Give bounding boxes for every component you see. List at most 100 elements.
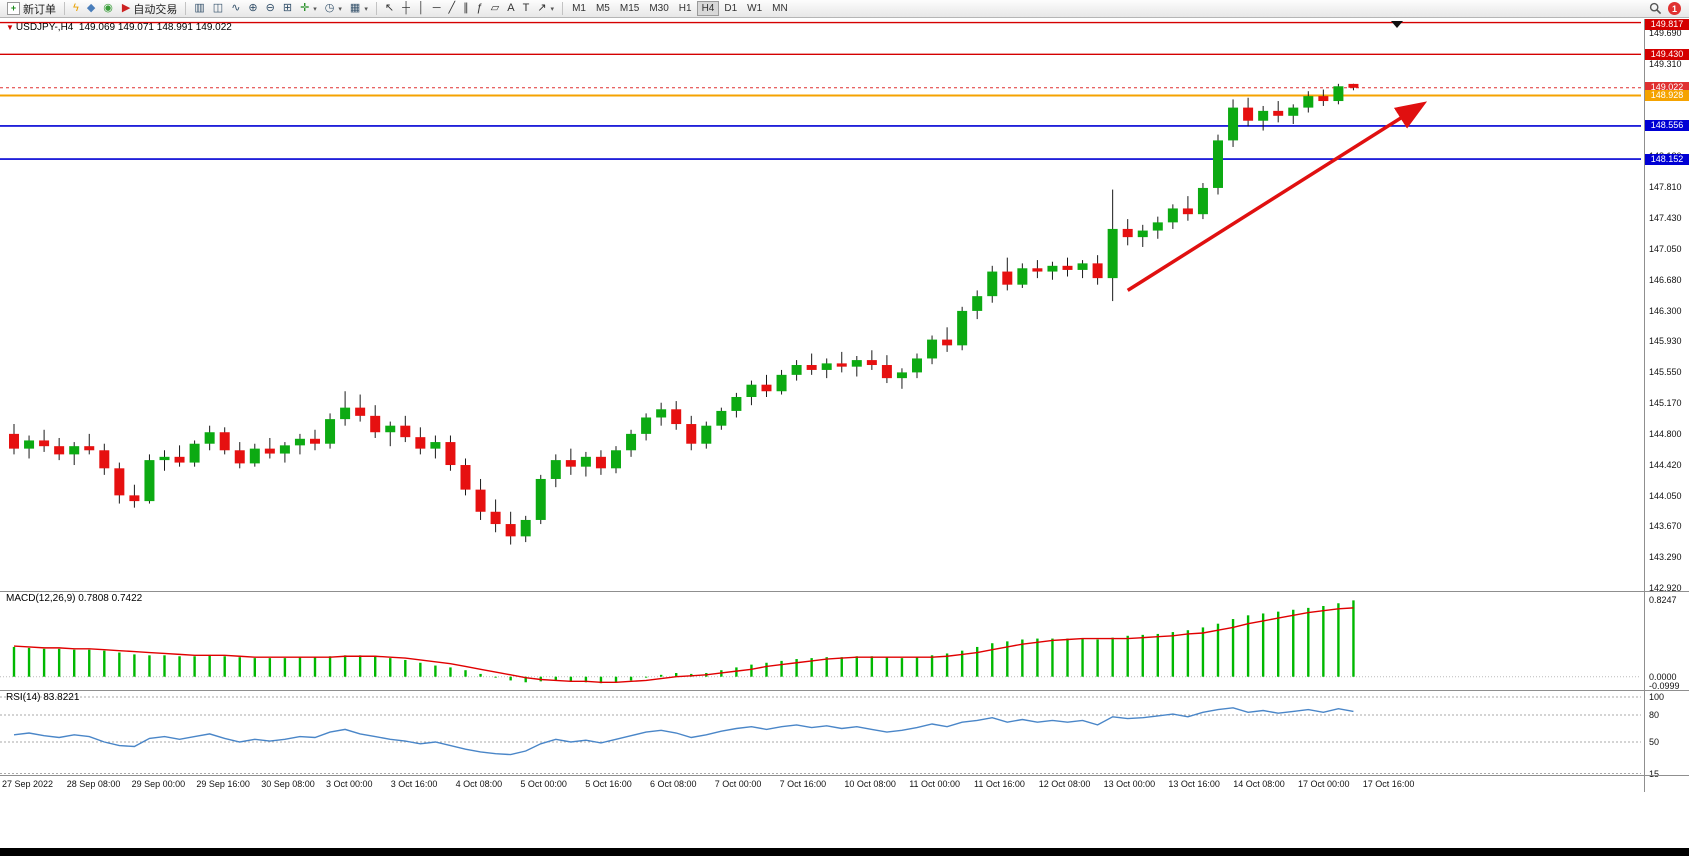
- mql5-community-button[interactable]: ϟ: [69, 1, 83, 17]
- candle: [1002, 257, 1013, 291]
- periods-icon: ◷: [324, 2, 335, 14]
- cursor-button[interactable]: ↖: [381, 1, 398, 17]
- bar-chart-button[interactable]: ▥: [190, 1, 208, 17]
- symbol-triangle-icon: ▼: [6, 23, 14, 32]
- price-axis-label: 145.930: [1649, 336, 1682, 347]
- candle: [385, 421, 396, 447]
- timeframe-w1-button[interactable]: W1: [742, 1, 767, 16]
- candle: [310, 429, 320, 451]
- price-axis-label: 144.420: [1649, 459, 1682, 470]
- channel-button[interactable]: ∥: [459, 1, 473, 17]
- chart-canvas[interactable]: [0, 0, 1644, 856]
- signals-button[interactable]: ◉: [99, 1, 117, 17]
- notification-badge[interactable]: 1: [1668, 2, 1681, 15]
- timeframe-buttons: M1 M5 M15 M30 H1 H4 D1 W1 MN: [567, 1, 793, 16]
- chart-quote-overlay: ▼ USDJPY-,H4 149.069 149.071 148.991 149.…: [6, 22, 232, 33]
- auto-trading-button[interactable]: ▶ 自动交易: [118, 1, 181, 17]
- search-icon[interactable]: [1649, 2, 1662, 15]
- time-axis-label: 27 Sep 2022: [2, 779, 54, 789]
- line-chart-button[interactable]: ∿: [227, 1, 244, 17]
- candle: [881, 355, 892, 384]
- periods-button[interactable]: ◷ ▾: [321, 1, 346, 17]
- candle: [400, 415, 411, 443]
- candle: [535, 474, 546, 525]
- templates-button[interactable]: ▦ ▾: [346, 1, 372, 17]
- tile-windows-icon: ⊞: [282, 2, 293, 14]
- line-chart-icon: ∿: [231, 2, 241, 14]
- crosshair-button[interactable]: ┼: [398, 1, 414, 17]
- price-badge: 148.928: [1645, 89, 1689, 101]
- candle: [279, 442, 290, 463]
- timeframe-mn-button[interactable]: MN: [767, 1, 793, 16]
- candle: [942, 327, 953, 352]
- candle: [565, 448, 576, 475]
- candlestick-chart-icon: ◫: [212, 2, 224, 14]
- time-axis-label: 17 Oct 00:00: [1298, 779, 1350, 789]
- pane-divider[interactable]: [0, 690, 1689, 691]
- time-axis-label: 4 Oct 08:00: [455, 779, 503, 789]
- candle: [1182, 196, 1193, 221]
- candle: [24, 435, 35, 459]
- pane-divider[interactable]: [0, 591, 1689, 592]
- candle: [1348, 83, 1359, 91]
- timeframe-h1-button[interactable]: H1: [674, 1, 697, 16]
- tile-windows-button[interactable]: ⊞: [279, 1, 296, 17]
- zoom-out-button[interactable]: ⊖: [262, 1, 279, 17]
- time-axis-label: 5 Oct 00:00: [520, 779, 567, 789]
- time-axis-label: 5 Oct 16:00: [585, 779, 632, 789]
- price-axis-label: 146.680: [1649, 274, 1682, 285]
- fibonacci-button[interactable]: ƒ: [473, 1, 487, 17]
- price-axis-label: 149.690: [1649, 28, 1682, 38]
- timeframe-h4-button[interactable]: H4: [696, 1, 720, 16]
- text-button[interactable]: A: [503, 1, 518, 17]
- arrows-button[interactable]: ↗ ▾: [533, 1, 558, 17]
- timeframe-m5-button[interactable]: M5: [591, 1, 615, 16]
- timeframe-m15-button[interactable]: M15: [615, 1, 644, 16]
- candle: [776, 369, 787, 395]
- price-axis-label: 147.430: [1649, 213, 1682, 223]
- candle: [821, 358, 832, 379]
- time-axis-label: 17 Oct 16:00: [1362, 779, 1415, 789]
- candle: [114, 462, 125, 504]
- new-order-button[interactable]: + 新订单: [3, 1, 60, 17]
- candle: [972, 290, 983, 320]
- chart-shift-icon[interactable]: [1391, 21, 1403, 28]
- candle: [851, 355, 862, 377]
- horizontal-line-button[interactable]: ─: [429, 1, 445, 17]
- chart-quote-values: 149.069 149.071 148.991 149.022: [78, 22, 232, 33]
- candle: [264, 437, 275, 459]
- trendline-button[interactable]: ╱: [445, 1, 460, 17]
- price-axis-label: 147.810: [1649, 182, 1682, 193]
- candle: [1032, 260, 1043, 279]
- candle: [99, 443, 110, 475]
- zoom-in-button[interactable]: ⊕: [244, 1, 261, 17]
- timeframe-m1-button[interactable]: M1: [567, 1, 591, 16]
- rsi-line: [13, 707, 1354, 756]
- candle: [69, 442, 80, 466]
- candle: [294, 433, 305, 455]
- shapes-button[interactable]: ▱: [487, 1, 503, 17]
- candle: [1167, 204, 1178, 229]
- time-axis-label: 14 Oct 08:00: [1233, 779, 1285, 789]
- timeframe-m30-button[interactable]: M30: [644, 1, 673, 16]
- vertical-line-button[interactable]: │: [414, 1, 429, 17]
- trendline-icon: ╱: [448, 2, 456, 14]
- time-axis-label: 13 Oct 16:00: [1168, 779, 1220, 789]
- candle: [595, 450, 606, 475]
- macd-scale-label: -0.0999: [1649, 681, 1680, 691]
- price-axis[interactable]: [1644, 19, 1689, 792]
- candle: [761, 374, 772, 397]
- candlestick-chart-button[interactable]: ◫: [209, 1, 227, 17]
- price-badge: 149.430: [1645, 48, 1689, 60]
- timeframe-d1-button[interactable]: D1: [719, 1, 742, 16]
- cursor-icon: ↖: [384, 2, 395, 14]
- rsi-scale-label: 100: [1649, 692, 1665, 702]
- indicators-button[interactable]: ✛ ▾: [296, 1, 321, 17]
- chart-symbol-title: USDJPY-,H4: [15, 22, 74, 33]
- trend-arrow[interactable]: [1126, 101, 1428, 292]
- label-button[interactable]: T: [519, 1, 534, 17]
- toolbar-separator: [375, 2, 377, 15]
- market-watch-button[interactable]: ◆: [83, 1, 99, 17]
- time-axis[interactable]: [0, 776, 1689, 792]
- candle: [1107, 189, 1118, 302]
